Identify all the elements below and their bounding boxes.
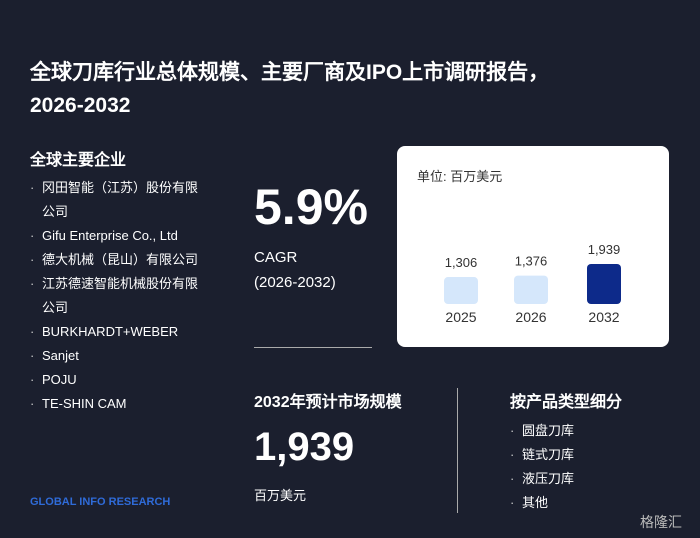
market-value: 1,939 — [254, 425, 355, 469]
divider — [254, 347, 372, 348]
value-label: 1,306 — [445, 255, 478, 270]
company-item: 德大机械（昆山）有限公司 — [30, 248, 202, 272]
divider — [457, 388, 458, 513]
title: 全球刀库行业总体规模、主要厂商及IPO上市调研报告， — [30, 61, 550, 84]
company-item: 冈田智能（江苏）股份有限公司 — [30, 176, 202, 224]
unit-label: 单位: 百万美元 — [417, 169, 502, 184]
x-tick-label: 2032 — [588, 309, 619, 325]
segment-item: 链式刀库 — [510, 443, 682, 467]
market-title: 2032年预计市场规模 — [254, 394, 402, 411]
section-title: 全球主要企业 — [30, 152, 127, 169]
segment-title: 按产品类型细分 — [510, 394, 623, 411]
market-unit: 百万美元 — [254, 488, 307, 503]
cagr-period: (2026-2032) — [254, 274, 336, 291]
company-item: Gifu Enterprise Co., Ltd — [30, 224, 202, 248]
company-item: POJU — [30, 368, 202, 392]
cagr-label: CAGR — [254, 249, 298, 266]
title: 2026-2032 — [30, 94, 131, 117]
value-label: 1,939 — [588, 242, 621, 257]
segment-item: 圆盘刀库 — [510, 419, 682, 443]
segment-item: 液压刀库 — [510, 467, 682, 491]
chart-card: 单位: 百万美元 1,306 2025 1,376 2026 1,939 2032 — [397, 146, 669, 347]
company-item: BURKHARDT+WEBER — [30, 320, 202, 344]
company-item: TE-SHIN CAM — [30, 392, 202, 416]
watermark: 格隆汇 — [640, 514, 682, 530]
cagr-value: 5.9% — [254, 179, 368, 235]
bar — [514, 275, 548, 304]
x-tick-label: 2025 — [445, 309, 476, 325]
company-item: Sanjet — [30, 344, 202, 368]
value-label: 1,376 — [515, 254, 548, 269]
chart: 单位: 百万美元 1,306 2025 1,376 2026 1,939 2032 — [417, 169, 621, 325]
x-tick-label: 2026 — [515, 309, 546, 325]
bar — [587, 264, 621, 304]
segment-item: 其他 — [510, 491, 682, 515]
bar — [444, 277, 478, 304]
logo-text: GLOBAL INFO RESEARCH — [30, 496, 171, 508]
company-item: 江苏德速智能机械股份有限公司 — [30, 272, 202, 320]
